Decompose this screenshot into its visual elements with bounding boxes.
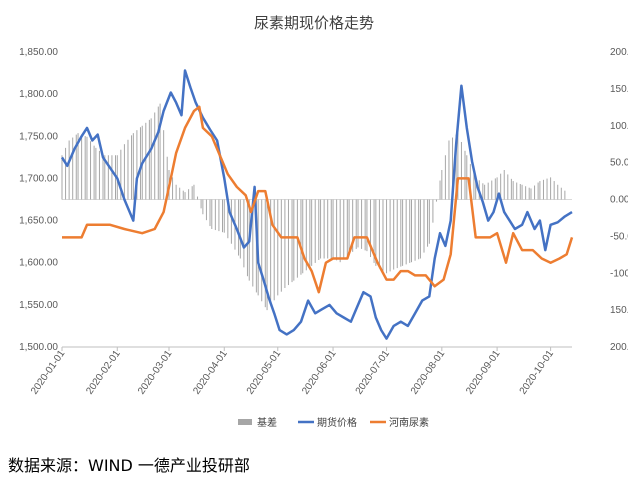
left-tick-label: 1,550.00: [19, 300, 58, 311]
futures-price-line: [60, 69, 573, 340]
x-tick-label: 2020-05-01: [245, 348, 284, 397]
left-y-axis: 1,500.00 1,550.00 1,600.00 1,650.00 1,700.00…: [19, 47, 58, 353]
legend: 基差 期货价格 河南尿素: [238, 416, 429, 429]
x-tick-label: 2020-09-01: [464, 348, 503, 397]
right-tick-label: 0.00: [610, 195, 628, 206]
left-tick-label: 1,650.00: [19, 216, 58, 227]
left-tick-label: 1,700.00: [19, 173, 58, 184]
left-tick-label: 1,500.00: [19, 342, 58, 353]
left-tick-label: 1,800.00: [19, 89, 58, 100]
chart: 尿素期现价格走势 1,500.00 1,550.00 1,600.00 1,650.0…: [19, 14, 628, 429]
legend-label: 基差: [257, 416, 277, 429]
right-tick-label: 150.00: [610, 84, 628, 95]
left-tick-label: 1,850.00: [19, 47, 58, 58]
right-tick-label: 100.00: [610, 121, 628, 132]
series-lines: [60, 69, 574, 340]
right-tick-label: -100.00: [610, 268, 628, 279]
henan-urea-line: [62, 105, 574, 294]
x-tick-label: 2020-07-01: [354, 348, 393, 397]
x-tick-label: 2020-04-01: [191, 348, 230, 397]
right-tick-label: 200.00: [610, 342, 628, 353]
source-note: 数据来源：WIND 一德产业投研部: [8, 456, 250, 475]
right-tick-label: 50.00: [610, 158, 628, 169]
x-tick-label: 2020-06-01: [300, 348, 339, 397]
left-tick-label: 1,600.00: [19, 258, 58, 269]
x-tick-label: 2020-08-01: [409, 348, 448, 397]
legend-label: 期货价格: [317, 416, 357, 429]
right-tick-label: 200.00: [610, 47, 628, 58]
chart-title: 尿素期现价格走势: [254, 14, 374, 32]
right-y-axis: 200.00 150.00 100.00 50.00 0.00 -50.00 -100.00…: [610, 47, 628, 353]
left-tick-label: 1,750.00: [19, 131, 58, 142]
x-tick-label: 2020-10-01: [518, 348, 557, 397]
x-tick-label: 2020-03-01: [136, 348, 175, 397]
legend-label: 河南尿素: [389, 416, 429, 429]
x-tick-label: 2020-01-01: [29, 348, 68, 397]
right-tick-label: -50.00: [610, 231, 628, 242]
x-tick-label: 2020-02-01: [84, 348, 123, 397]
right-tick-label: 150.00: [610, 305, 628, 316]
basis-bars: [61, 103, 566, 311]
legend-swatch-basis: [238, 419, 252, 425]
x-axis: 2020-01-01 2020-02-01 2020-03-01 2020-04-01…: [29, 346, 572, 397]
